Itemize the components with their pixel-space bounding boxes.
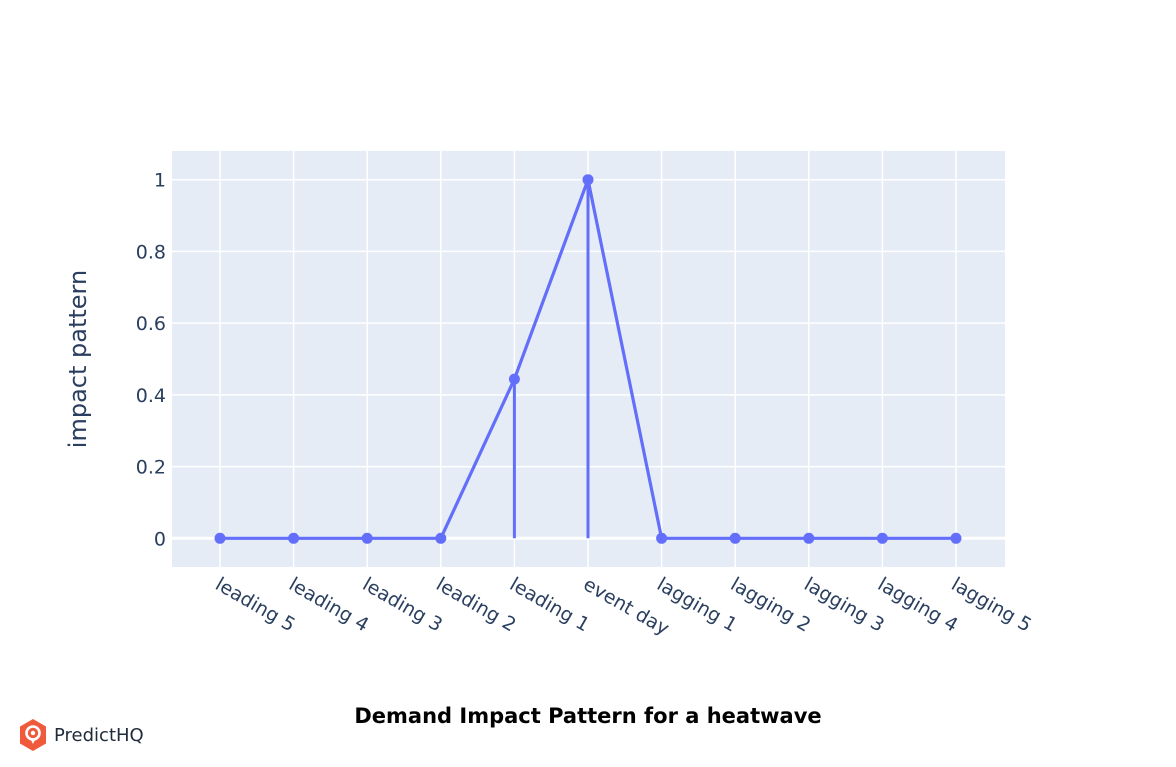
y-tick-label: 0.8: [136, 241, 166, 263]
data-point: [656, 532, 668, 544]
logo-pin-dot: [30, 730, 36, 736]
brand-logo: PredictHQ: [18, 718, 144, 752]
data-point: [288, 532, 300, 544]
data-point: [803, 532, 815, 544]
x-tick-label: lagging 4: [874, 573, 962, 636]
x-tick-label: lagging 5: [948, 573, 1036, 636]
brand-name: PredictHQ: [54, 724, 144, 746]
x-tick-label: leading 5: [212, 573, 299, 636]
x-tick-label: leading 2: [432, 573, 519, 636]
series-group: [214, 174, 962, 544]
y-axis-ticks: 0 0.2 0.4 0.6 0.8 1: [136, 170, 166, 551]
y-tick-label: 1: [154, 170, 166, 192]
data-point: [508, 373, 520, 385]
predicthq-logo-icon: [20, 719, 46, 751]
data-point: [214, 532, 226, 544]
x-tick-label: leading 4: [285, 573, 372, 636]
data-point: [950, 532, 962, 544]
data-point: [361, 532, 373, 544]
x-tick-label: leading 3: [359, 573, 446, 636]
logo-pin-tip: [30, 738, 36, 744]
y-tick-label: 0.6: [136, 313, 166, 335]
x-tick-label: lagging 2: [727, 573, 815, 636]
figure-caption: Demand Impact Pattern for a heatwave: [354, 704, 822, 728]
x-tick-label: lagging 3: [800, 573, 888, 636]
y-axis-title: impact pattern: [64, 270, 92, 448]
y-tick-label: 0.4: [136, 385, 166, 407]
y-tick-label: 0: [154, 528, 166, 550]
y-tick-label: 0.2: [136, 457, 166, 479]
data-point: [729, 532, 741, 544]
x-tick-label: leading 1: [506, 573, 593, 636]
data-point: [435, 532, 447, 544]
data-point: [876, 532, 888, 544]
data-point: [582, 174, 594, 186]
stem-lines: [512, 179, 590, 539]
